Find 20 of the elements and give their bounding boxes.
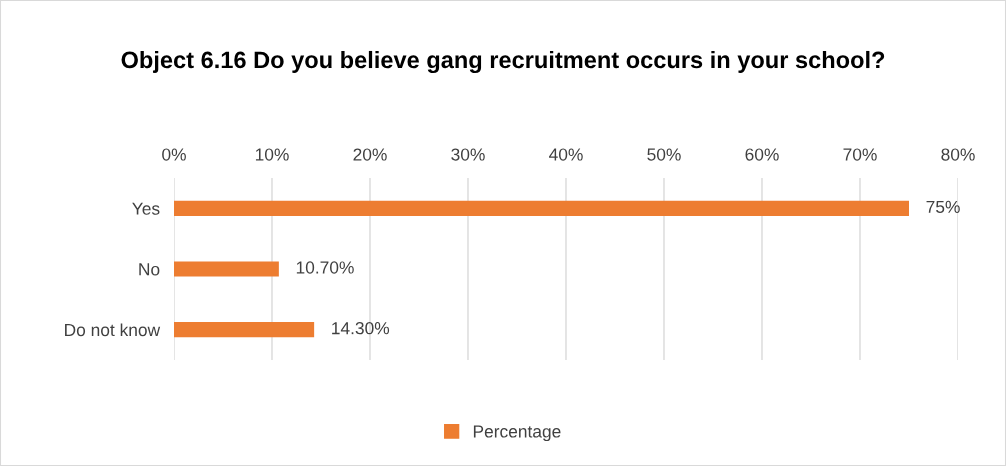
x-tick-label: 10% (255, 148, 289, 161)
x-tick-label: 0% (162, 148, 186, 161)
x-tick-label: 70% (843, 148, 877, 161)
y-tick-label: No (139, 263, 160, 276)
legend-label: Percentage (473, 425, 561, 442)
x-tick-label: 30% (451, 148, 485, 161)
y-tick-label: Yes (132, 202, 160, 215)
chart-title: Object 6.16 Do you believe gang recruitment occurs in your school? (121, 50, 885, 74)
data-label: 10.70% (296, 261, 354, 274)
bar (174, 200, 909, 216)
data-label: 75% (926, 200, 960, 213)
x-tick-label: 20% (353, 148, 387, 161)
bar (174, 261, 279, 277)
y-tick-label: Do not know (65, 323, 161, 337)
x-tick-label: 80% (941, 148, 975, 161)
data-label: 14.30% (332, 322, 390, 335)
bar (174, 322, 315, 338)
x-tick-label: 50% (647, 148, 681, 161)
x-tick-label: 40% (549, 148, 583, 161)
x-tick-label: 60% (745, 148, 779, 161)
